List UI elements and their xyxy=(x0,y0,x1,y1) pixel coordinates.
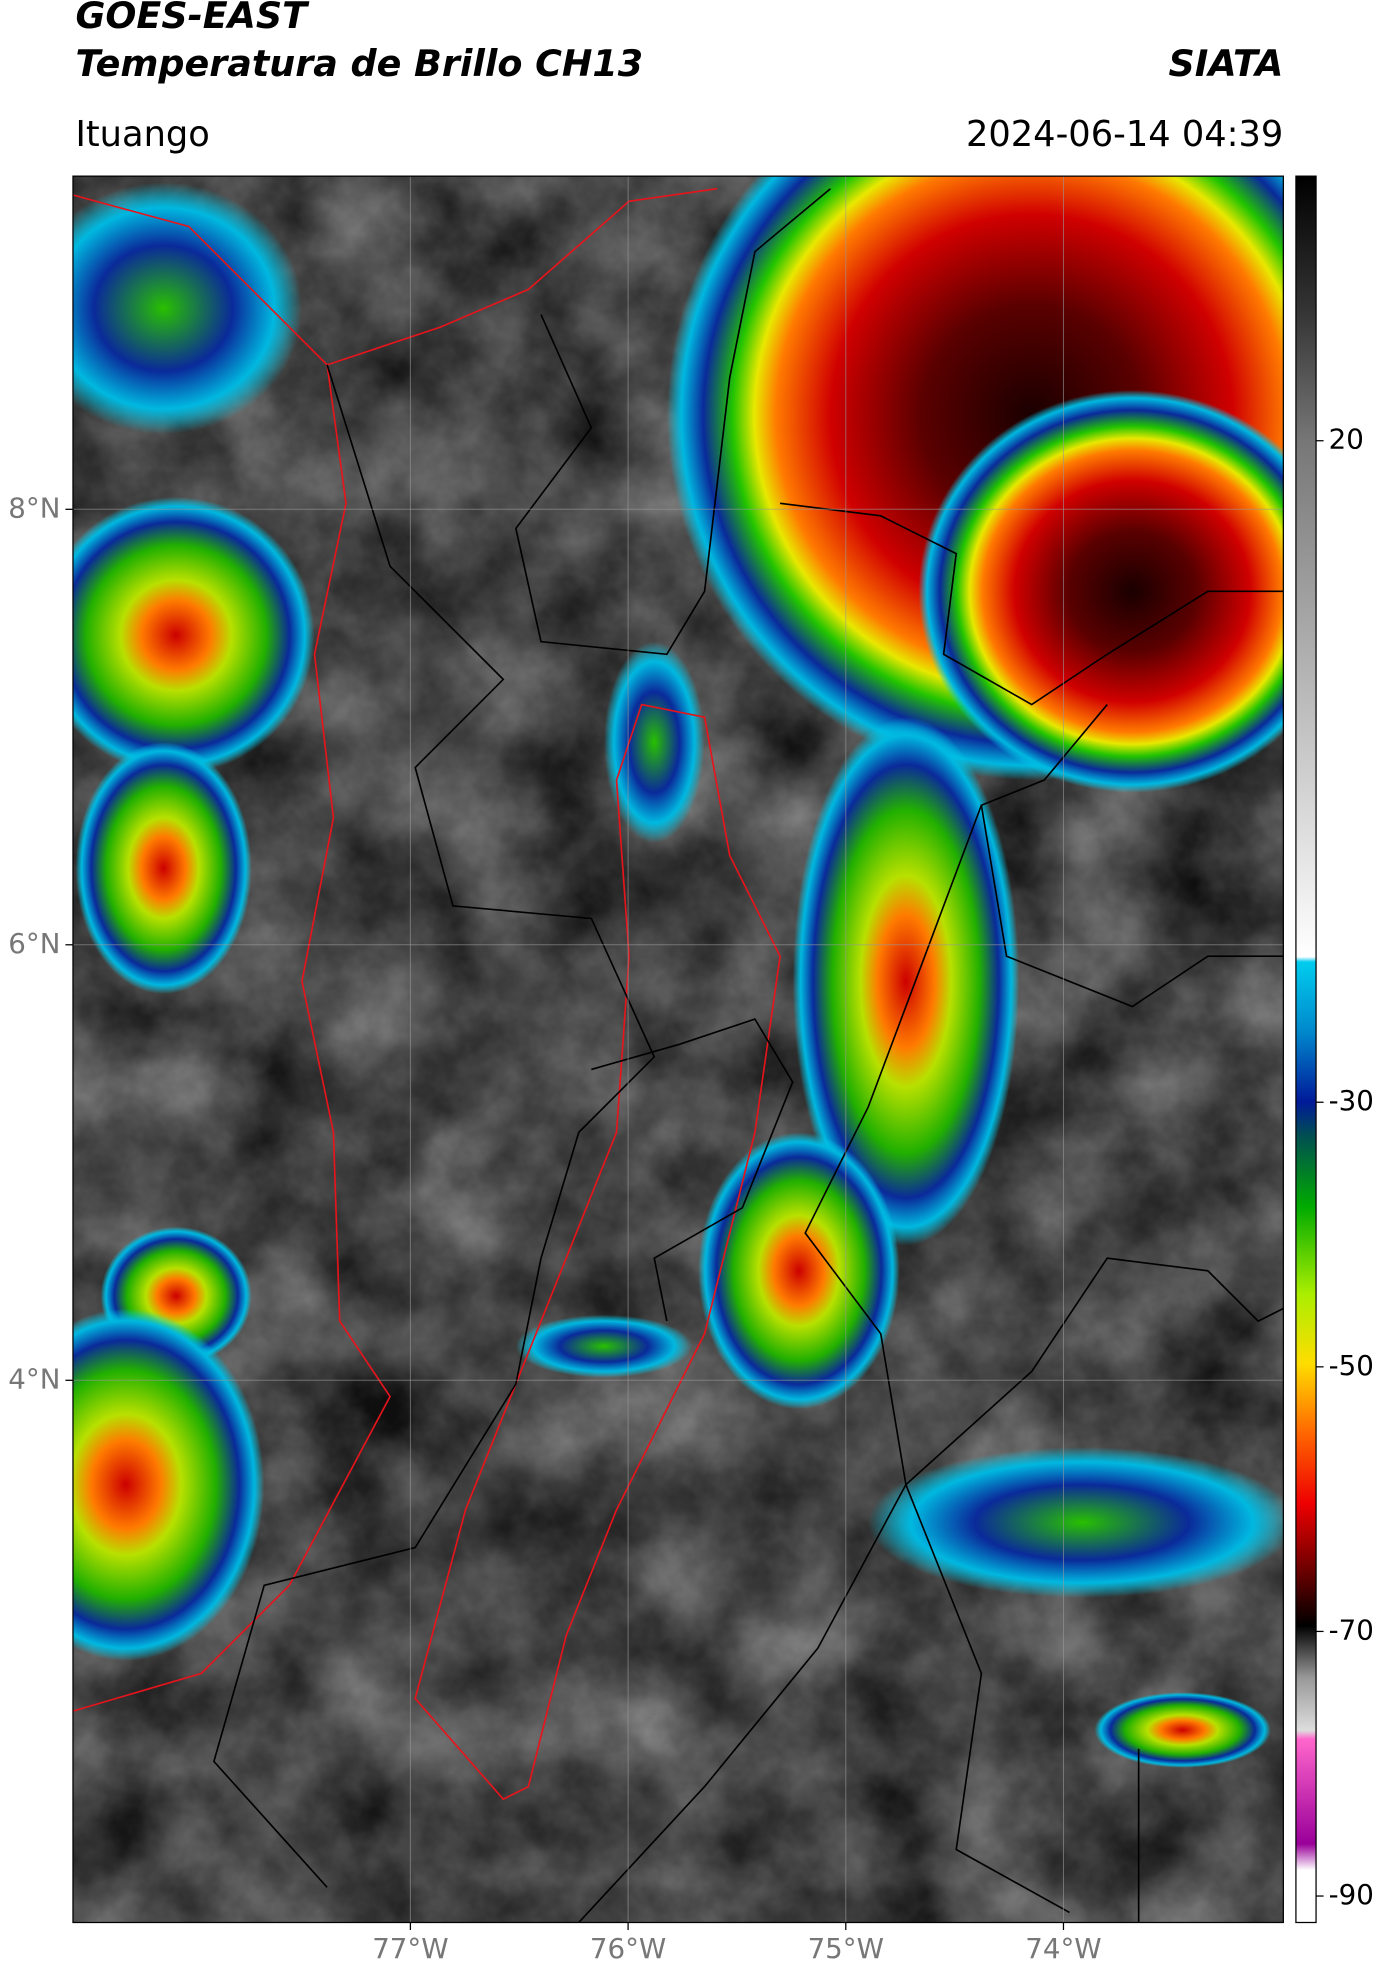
boundary xyxy=(578,804,983,1923)
storm xyxy=(868,1446,1284,1598)
map-frame xyxy=(72,175,1284,1924)
boundary xyxy=(591,1018,794,1322)
y-tick-label: 8°N xyxy=(8,491,60,524)
colorbar xyxy=(1295,175,1317,1924)
boundary xyxy=(779,502,1284,706)
map-image xyxy=(72,176,1284,1923)
graticule xyxy=(72,176,1284,1923)
x-tick-label: 75°W xyxy=(808,1932,884,1965)
datetime: 2024-06-14 04:39 xyxy=(966,114,1283,155)
subtitle: Temperatura de Brillo CH13 xyxy=(75,42,643,85)
storm xyxy=(72,1308,265,1661)
boundary xyxy=(905,1484,1070,1914)
boundary xyxy=(980,704,1284,1008)
storm xyxy=(515,1314,692,1378)
storm xyxy=(1094,1692,1271,1768)
storm xyxy=(603,641,705,843)
storm xyxy=(698,1132,900,1410)
colorbar-tick-label: -50 xyxy=(1329,1349,1374,1382)
storm xyxy=(72,182,302,435)
coastline xyxy=(326,187,718,366)
y-tick-label: 6°N xyxy=(8,927,60,960)
region-outline xyxy=(414,703,781,1801)
region: Ituango xyxy=(75,114,209,155)
boundary xyxy=(514,188,831,656)
colorbar-tick-label: -90 xyxy=(1329,1878,1374,1911)
x-tick-label: 77°W xyxy=(372,1932,448,1965)
storm xyxy=(72,497,315,774)
storm xyxy=(792,717,1020,1246)
x-tick-label: 74°W xyxy=(1025,1932,1101,1965)
colorbar-tick-label: 20 xyxy=(1329,423,1364,456)
source: SIATA xyxy=(1168,42,1283,85)
title: GOES-EAST xyxy=(75,0,310,37)
boundary xyxy=(212,364,656,1888)
x-tick-label: 76°W xyxy=(590,1932,666,1965)
colorbar-tick-label: -30 xyxy=(1329,1084,1374,1117)
colorbar-tick-label: -70 xyxy=(1329,1613,1374,1646)
boundary xyxy=(905,1257,1284,1486)
y-tick-label: 4°N xyxy=(8,1362,60,1395)
storm xyxy=(75,742,252,994)
